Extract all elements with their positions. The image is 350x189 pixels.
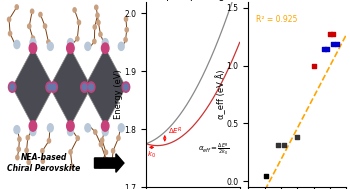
Circle shape <box>94 130 97 134</box>
Point <box>295 136 300 139</box>
Circle shape <box>99 142 103 147</box>
Circle shape <box>118 124 124 132</box>
Circle shape <box>118 42 124 50</box>
Circle shape <box>51 84 56 90</box>
Circle shape <box>105 158 108 162</box>
Point <box>334 42 340 45</box>
Circle shape <box>30 127 36 136</box>
Circle shape <box>99 32 102 37</box>
Polygon shape <box>84 48 126 126</box>
Circle shape <box>15 5 18 9</box>
Polygon shape <box>12 48 54 126</box>
Circle shape <box>124 17 128 21</box>
Circle shape <box>124 84 128 90</box>
Circle shape <box>25 148 28 153</box>
Circle shape <box>26 136 29 140</box>
Circle shape <box>41 149 44 153</box>
Circle shape <box>76 136 79 140</box>
Circle shape <box>46 82 54 92</box>
Point <box>327 33 333 36</box>
Circle shape <box>96 13 99 18</box>
Circle shape <box>7 17 11 22</box>
Circle shape <box>97 20 100 25</box>
Circle shape <box>99 164 102 168</box>
Circle shape <box>124 37 127 42</box>
Y-axis label: α_eff (eV Å): α_eff (eV Å) <box>216 70 226 119</box>
Circle shape <box>47 139 51 143</box>
Point <box>324 48 330 51</box>
Polygon shape <box>50 48 91 126</box>
Circle shape <box>117 136 120 140</box>
Circle shape <box>102 127 108 136</box>
Circle shape <box>102 39 108 47</box>
Circle shape <box>29 43 37 53</box>
Y-axis label: Energy (eV): Energy (eV) <box>114 70 123 119</box>
Circle shape <box>8 82 16 92</box>
Text: $\alpha_{eff}=\frac{\Delta E^R}{2k_0}$: $\alpha_{eff}=\frac{\Delta E^R}{2k_0}$ <box>198 142 229 158</box>
Point <box>331 33 336 36</box>
Point <box>331 42 336 45</box>
Circle shape <box>29 121 37 131</box>
Circle shape <box>66 121 74 131</box>
Circle shape <box>93 39 96 44</box>
Circle shape <box>47 84 52 90</box>
Circle shape <box>32 36 35 40</box>
Circle shape <box>100 138 104 143</box>
Circle shape <box>14 40 20 49</box>
Circle shape <box>76 36 79 41</box>
Circle shape <box>47 40 50 44</box>
Point <box>264 174 269 177</box>
Circle shape <box>14 126 20 134</box>
Circle shape <box>17 147 20 151</box>
Circle shape <box>66 43 74 53</box>
Circle shape <box>122 82 130 92</box>
Circle shape <box>10 84 15 90</box>
Circle shape <box>82 84 87 90</box>
Point <box>311 64 317 67</box>
Circle shape <box>81 82 88 92</box>
Circle shape <box>27 160 30 164</box>
Circle shape <box>125 28 128 32</box>
Circle shape <box>8 31 12 36</box>
Circle shape <box>104 150 107 155</box>
Circle shape <box>73 8 76 12</box>
Point <box>281 144 287 147</box>
Circle shape <box>69 150 72 154</box>
Circle shape <box>77 20 80 25</box>
Circle shape <box>85 42 91 50</box>
Circle shape <box>111 158 114 163</box>
Circle shape <box>47 42 53 50</box>
Text: NEA-based
Chiral Perovskite: NEA-based Chiral Perovskite <box>7 153 80 173</box>
Circle shape <box>41 159 44 163</box>
Circle shape <box>111 149 115 153</box>
Circle shape <box>88 82 95 92</box>
Circle shape <box>18 137 21 141</box>
Circle shape <box>70 164 74 169</box>
Circle shape <box>94 5 98 10</box>
Text: R² = 0.925: R² = 0.925 <box>256 15 298 24</box>
Circle shape <box>102 121 109 131</box>
Circle shape <box>68 39 74 47</box>
Text: $k_0$: $k_0$ <box>147 150 156 160</box>
Circle shape <box>43 24 47 28</box>
Circle shape <box>102 43 109 53</box>
Circle shape <box>30 39 36 47</box>
Circle shape <box>47 124 53 132</box>
Circle shape <box>16 155 19 160</box>
Circle shape <box>68 127 74 136</box>
Point <box>275 144 281 147</box>
Title: Spin-splitting: Spin-splitting <box>161 0 225 1</box>
Circle shape <box>30 9 34 14</box>
Point <box>321 48 327 51</box>
Circle shape <box>28 24 31 29</box>
Circle shape <box>85 124 91 132</box>
Circle shape <box>39 12 42 17</box>
Text: $\Delta E^R$: $\Delta E^R$ <box>168 126 183 137</box>
FancyArrow shape <box>94 154 124 172</box>
Circle shape <box>89 84 93 90</box>
Circle shape <box>93 25 96 29</box>
Circle shape <box>50 82 57 92</box>
